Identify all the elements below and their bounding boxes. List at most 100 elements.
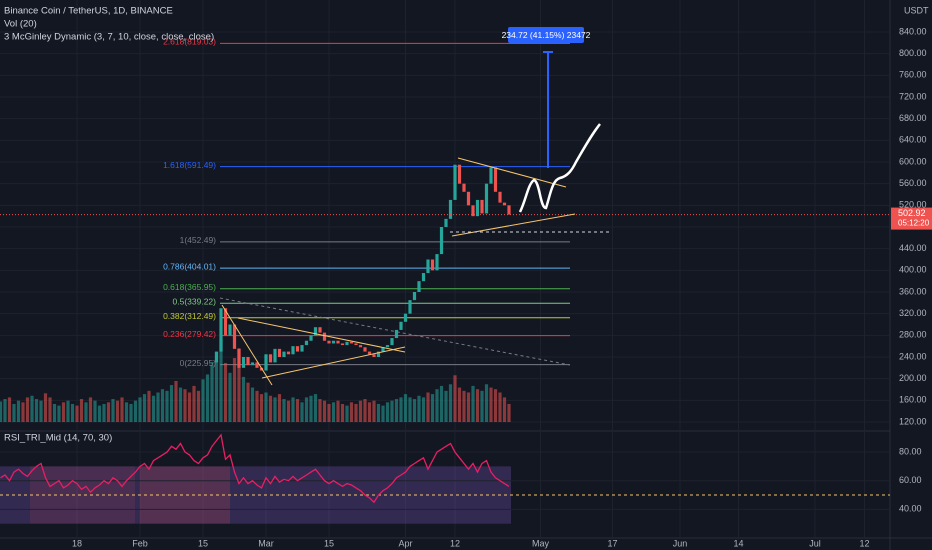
volume-bar (336, 400, 340, 422)
volume-bar (43, 393, 48, 422)
candle (421, 273, 426, 282)
volume-bar (327, 403, 331, 422)
volume-bar (223, 362, 228, 422)
volume-bar (160, 389, 165, 422)
volume-bar (57, 405, 61, 422)
volume-bar (133, 400, 138, 422)
volume-bar (412, 399, 417, 422)
candle (453, 164, 457, 200)
candle (448, 199, 453, 219)
volume-bar (286, 400, 291, 422)
candle (232, 324, 237, 349)
volume-bar (88, 397, 93, 422)
y-tick-label: 240.00 (899, 351, 927, 361)
candle (462, 183, 466, 192)
candle (403, 313, 408, 322)
candle (498, 191, 502, 203)
volume-bar (372, 400, 376, 422)
fib-label: 0.236(279.42) (163, 329, 216, 339)
y-tick-label: 840.00 (899, 26, 927, 36)
volume-bar (417, 395, 421, 422)
candle (228, 324, 232, 336)
volume-bar (363, 399, 367, 422)
candle (502, 202, 507, 206)
volume-bar (480, 390, 484, 422)
volume-bar (318, 399, 322, 422)
candle (250, 362, 255, 366)
y-tick-label: 520.00 (899, 200, 927, 210)
x-tick-label: 18 (72, 538, 82, 548)
volume-bar (381, 405, 385, 422)
x-tick-label: Jun (673, 538, 688, 548)
candle (489, 167, 493, 184)
volume-bar (232, 358, 237, 422)
volume-bar (205, 374, 210, 422)
currency: USDT (904, 5, 929, 15)
volume-bar (300, 402, 304, 422)
volume-bar (196, 390, 201, 422)
volume-bar (408, 397, 412, 422)
volume-bar (246, 382, 250, 422)
volume-bar (394, 399, 399, 422)
volume-bar (313, 394, 318, 422)
trend-line (261, 346, 406, 379)
y-tick-label: 600.00 (899, 156, 927, 166)
candle (300, 345, 304, 352)
candle (264, 354, 268, 371)
x-tick-label: Feb (132, 538, 148, 548)
volume-bar (259, 394, 264, 422)
volume-bar (201, 379, 205, 422)
fib-label: 0.786(404.01) (163, 261, 216, 271)
candle (210, 362, 214, 364)
candle (259, 367, 264, 371)
chart-title: Binance Coin / TetherUS, 1D, BINANCE (4, 6, 173, 17)
y-tick-label: 160.00 (899, 395, 927, 405)
grid (0, 0, 890, 538)
volume-bar (255, 390, 259, 422)
volume-bar (426, 392, 430, 422)
candle (237, 348, 241, 368)
volume-bar (147, 390, 151, 422)
candle (309, 335, 313, 341)
volume-bar (471, 385, 475, 422)
y-tick-label: 680.00 (899, 113, 927, 123)
volume-bar (349, 402, 354, 422)
volume-bar (124, 402, 129, 422)
y-tick-label: 120.00 (899, 416, 927, 426)
candle (246, 357, 250, 366)
candle (313, 327, 318, 336)
volume-bar (52, 403, 57, 422)
volume-bar (214, 352, 219, 422)
volume-bar (12, 403, 16, 422)
candle (354, 343, 358, 346)
drawings (219, 51, 612, 386)
candle (255, 362, 259, 368)
y-tick-label: 440.00 (899, 243, 927, 253)
y-tick-label: 720.00 (899, 91, 927, 101)
volume-bar (237, 348, 241, 422)
candle (318, 327, 322, 333)
volume-bar (340, 403, 345, 422)
volume-bar (250, 387, 255, 422)
rsi-label: RSI_TRI_Mid (14, 70, 30) (4, 433, 112, 444)
volume-bar (138, 397, 142, 422)
candle (444, 218, 448, 227)
volume-label: Vol (20) (4, 19, 37, 30)
y-tick-label: 560.00 (899, 178, 927, 188)
candle (331, 340, 336, 344)
candle (376, 351, 381, 357)
candle (349, 341, 354, 344)
volume-bar (102, 403, 106, 422)
candle (291, 346, 295, 355)
volume-bar (61, 402, 66, 422)
volume-bar (403, 394, 408, 422)
volume-bar (385, 402, 390, 422)
trend-line (221, 304, 273, 386)
volume-bar (129, 403, 133, 422)
volume-bar (435, 389, 439, 422)
x-tick-label: May (532, 538, 550, 548)
trend-line (219, 297, 571, 366)
volume-bar (507, 403, 511, 422)
volume-bar (457, 387, 462, 422)
